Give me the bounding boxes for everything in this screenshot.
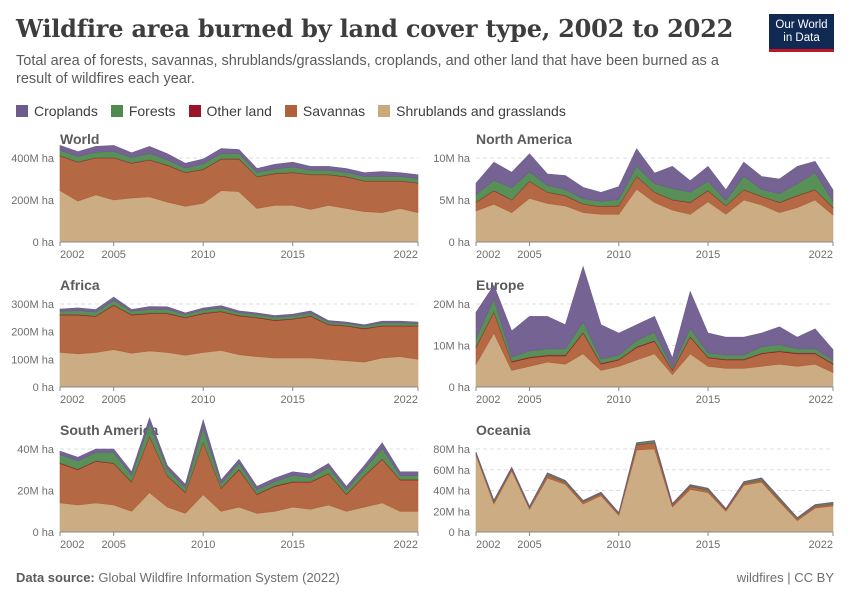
y-tick-label: 20M ha	[433, 299, 471, 311]
legend: Croplands Forests Other land Savannas Sh…	[16, 101, 579, 121]
chart-title: Wildfire area burned by land cover type,…	[16, 14, 734, 43]
logo-line-1: Our World	[775, 19, 828, 31]
legend-item-croplands[interactable]: Croplands	[16, 103, 98, 119]
x-tick-label: 2022	[809, 249, 833, 261]
x-tick-label: 2022	[809, 394, 833, 406]
legend-item-other-land[interactable]: Other land	[188, 103, 272, 119]
y-tick-label: 200M ha	[11, 195, 55, 207]
x-tick-label: 2002	[476, 249, 500, 261]
x-tick-label: 2022	[394, 249, 418, 261]
x-tick-label: 2015	[280, 394, 304, 406]
x-tick-label: 2005	[101, 539, 125, 551]
legend-label: Croplands	[34, 103, 98, 119]
legend-label: Shrublands and grasslands	[396, 103, 566, 119]
y-tick-label: 0 ha	[33, 527, 55, 539]
y-tick-label: 40M ha	[17, 444, 55, 456]
y-tick-label: 20M ha	[433, 506, 471, 518]
x-tick-label: 2010	[607, 539, 631, 551]
panel-title-africa: Africa	[60, 277, 100, 293]
y-tick-label: 10M ha	[433, 341, 471, 353]
legend-swatch	[188, 105, 201, 117]
source-label: Data source:	[16, 570, 95, 585]
x-tick-label: 2022	[809, 539, 833, 551]
legend-item-savannas[interactable]: Savannas	[284, 103, 366, 119]
x-tick-label: 2002	[60, 249, 84, 261]
legend-label: Forests	[128, 103, 176, 119]
x-tick-label: 2015	[696, 539, 720, 551]
x-tick-label: 2015	[696, 394, 720, 406]
panel-title-south-america: South America	[60, 422, 158, 438]
area-croplands-south-america	[59, 417, 419, 491]
area-croplands-africa	[59, 296, 419, 327]
x-tick-label: 2005	[101, 249, 125, 261]
x-tick-label: 2010	[607, 394, 631, 406]
x-tick-label: 2010	[607, 249, 631, 261]
data-source: Data source: Global Wildfire Information…	[16, 570, 340, 585]
x-tick-label: 2015	[280, 249, 304, 261]
legend-label: Savannas	[302, 103, 366, 119]
panel-title-world: World	[60, 131, 99, 147]
y-tick-label: 400M ha	[11, 153, 55, 165]
x-tick-label: 2015	[280, 539, 304, 551]
x-tick-label: 2010	[191, 394, 215, 406]
x-tick-label: 2022	[394, 394, 418, 406]
legend-item-shrublands[interactable]: Shrublands and grasslands	[378, 103, 566, 119]
chart-subtitle: Total area of forests, savannas, shrubla…	[16, 53, 719, 87]
y-tick-label: 200M ha	[11, 327, 55, 339]
x-tick-label: 2002	[60, 539, 84, 551]
panel-title-europe: Europe	[476, 277, 524, 293]
x-tick-label: 2015	[696, 249, 720, 261]
legend-swatch	[284, 105, 297, 117]
license-text[interactable]: wildfires | CC BY	[736, 570, 834, 585]
legend-swatch	[110, 105, 123, 117]
x-tick-label: 2005	[517, 539, 541, 551]
x-tick-label: 2010	[191, 539, 215, 551]
y-tick-label: 5M ha	[439, 195, 470, 207]
y-tick-label: 0 ha	[33, 382, 55, 394]
source-link[interactable]: Global Wildfire Information System (2022…	[98, 570, 340, 585]
x-tick-label: 2005	[517, 249, 541, 261]
y-tick-label: 0 ha	[449, 527, 471, 539]
x-tick-label: 2010	[191, 249, 215, 261]
x-tick-label: 2002	[476, 539, 500, 551]
x-tick-label: 2002	[476, 394, 500, 406]
y-tick-label: 20M ha	[17, 486, 55, 498]
x-tick-label: 2005	[101, 394, 125, 406]
y-tick-label: 80M ha	[433, 444, 471, 456]
area-croplands-world	[59, 144, 419, 179]
x-tick-label: 2002	[60, 394, 84, 406]
legend-swatch	[16, 105, 28, 117]
panel-title-north-america: North America	[476, 131, 572, 147]
area-croplands-north-america	[475, 148, 834, 203]
y-tick-label: 0 ha	[33, 237, 55, 249]
x-tick-label: 2022	[394, 539, 418, 551]
x-tick-label: 2005	[517, 394, 541, 406]
area-croplands-oceania	[475, 440, 834, 519]
area-croplands-europe	[475, 265, 834, 369]
y-tick-label: 300M ha	[11, 299, 55, 311]
y-tick-label: 0 ha	[449, 237, 471, 249]
logo-line-2: in Data	[783, 32, 820, 44]
legend-item-forests[interactable]: Forests	[110, 103, 176, 119]
owid-logo[interactable]: Our World in Data	[769, 14, 834, 52]
legend-label: Other land	[206, 103, 272, 119]
panel-title-oceania: Oceania	[476, 422, 531, 438]
y-tick-label: 40M ha	[433, 486, 471, 498]
y-tick-label: 100M ha	[11, 354, 55, 366]
y-tick-label: 60M ha	[433, 465, 471, 477]
legend-swatch	[378, 105, 391, 117]
y-tick-label: 0 ha	[449, 382, 471, 394]
y-tick-label: 10M ha	[433, 153, 471, 165]
